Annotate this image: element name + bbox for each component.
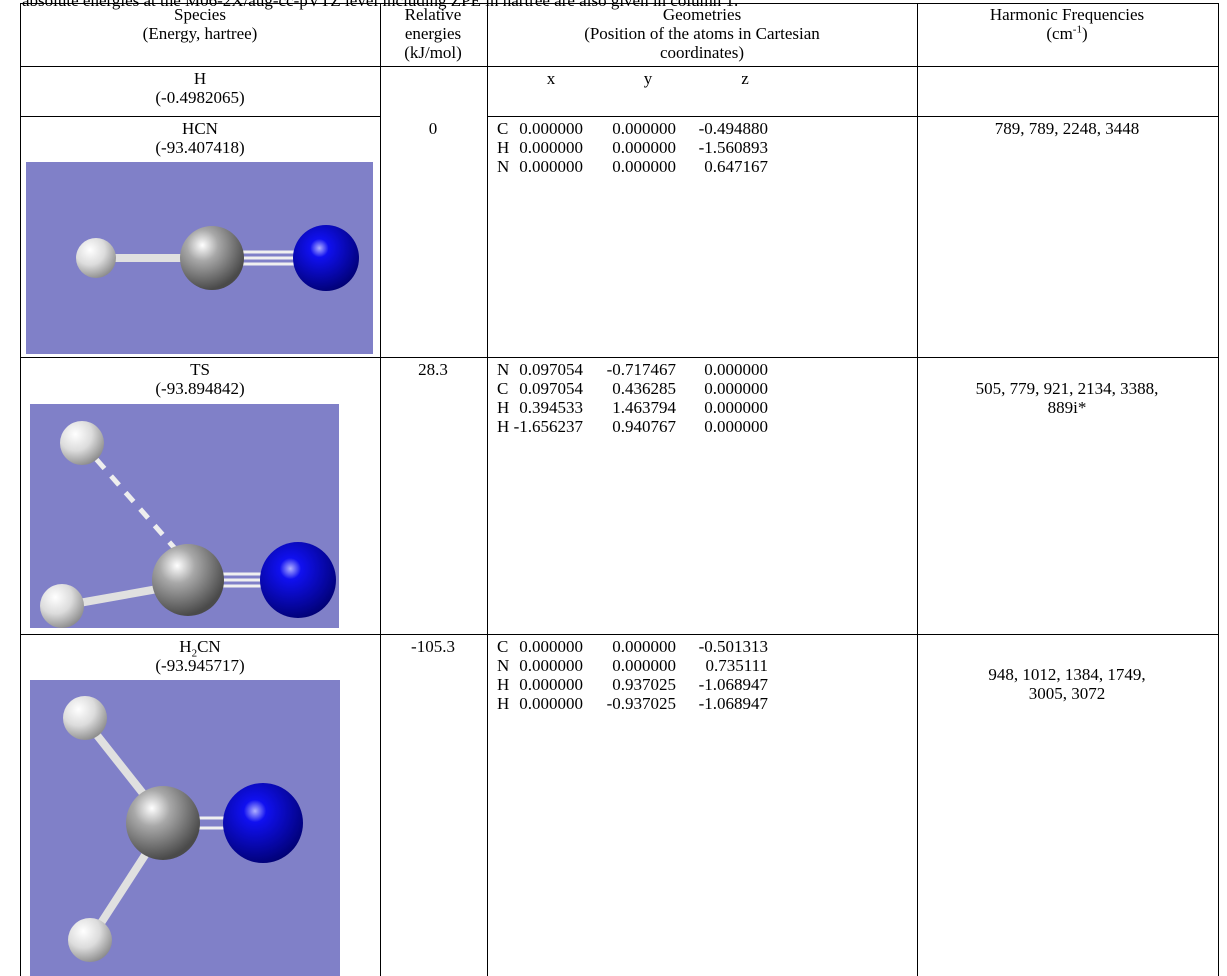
species: H [194, 69, 206, 88]
energy: (-0.4982065) [155, 88, 245, 107]
coordinate: 0.000000 [519, 694, 583, 713]
rule [20, 66, 1219, 67]
coordinate: -0.501313 [698, 637, 768, 656]
coordinate: 0.000000 [612, 138, 676, 157]
ts-image [30, 404, 339, 628]
axis-label: z [741, 69, 749, 88]
species-subscript: 2 [191, 647, 198, 660]
relative-energy: 28.3 [418, 360, 448, 379]
unit-text: (cm [1046, 24, 1073, 43]
atom: H [497, 675, 510, 694]
energy: (-93.407418) [155, 138, 245, 157]
atom: N [497, 157, 510, 176]
coordinate: -1.068947 [698, 675, 768, 694]
atom: H [497, 694, 510, 713]
frequencies: 948, 1012, 1384, 1749, [988, 665, 1146, 684]
coordinate: 0.735111 [705, 656, 769, 675]
coordinate: 0.097054 [519, 360, 583, 379]
h2cn-image [30, 680, 340, 976]
header-text: (kJ/mol) [404, 43, 462, 62]
atom: N [497, 360, 510, 379]
atom: C [497, 379, 509, 398]
atom: C [497, 637, 509, 656]
coordinate: 0.000000 [612, 119, 676, 138]
hcn-image [26, 162, 373, 354]
unit-text: ) [1081, 24, 1088, 43]
coordinate: 0.647167 [704, 157, 768, 176]
rule [487, 3, 488, 976]
frequencies: 3005, 3072 [1028, 684, 1106, 703]
species: TS [190, 360, 210, 379]
species-text: H [193, 69, 207, 88]
rule [20, 116, 380, 117]
coordinate: -1.656237 [513, 417, 583, 436]
coordinate: -0.937025 [606, 694, 676, 713]
rule [20, 634, 1219, 635]
header-unit: (cm-1) [1046, 24, 1087, 43]
unit-exponent: -1 [1072, 23, 1082, 36]
species-text: CN [197, 637, 221, 656]
coordinate: 0.000000 [519, 138, 583, 157]
rule [20, 3, 21, 976]
coordinate: 1.463794 [612, 398, 676, 417]
species-text: TS [190, 360, 210, 379]
coordinate: 0.937025 [612, 675, 676, 694]
header-text: Geometries [662, 5, 742, 24]
coordinate: 0.000000 [612, 157, 676, 176]
relative-energy: 0 [428, 119, 438, 138]
energy: (-93.945717) [155, 656, 245, 675]
coordinate: 0.940767 [612, 417, 676, 436]
atom: H [497, 398, 510, 417]
coordinate: 0.000000 [704, 379, 768, 398]
species: H2CN [179, 637, 221, 660]
header-text: Harmonic Frequencies [989, 5, 1145, 24]
coordinate: 0.000000 [519, 656, 583, 675]
relative-energy: -105.3 [411, 637, 455, 656]
energy: (-93.894842) [155, 379, 245, 398]
coordinate: 0.097054 [519, 379, 583, 398]
coordinate: 0.000000 [519, 157, 583, 176]
coordinate: -1.068947 [698, 694, 768, 713]
frequencies: 789, 789, 2248, 3448 [994, 119, 1140, 138]
frequencies: 505, 779, 921, 2134, 3388, [975, 379, 1159, 398]
rule [20, 3, 1219, 4]
coordinate: 0.436285 [612, 379, 676, 398]
coordinate: 0.000000 [704, 417, 768, 436]
rule [917, 3, 918, 976]
coordinate: -1.560893 [698, 138, 768, 157]
header-text: coordinates) [659, 43, 745, 62]
atom: N [497, 656, 510, 675]
rule [1218, 3, 1219, 976]
coordinate: 0.000000 [519, 675, 583, 694]
header-text: Relative [404, 5, 462, 24]
atom: C [497, 119, 509, 138]
coordinate: 0.000000 [704, 360, 768, 379]
axis-label: x [546, 69, 556, 88]
species: HCN [182, 119, 218, 138]
coordinate: 0.000000 [519, 637, 583, 656]
coordinate: -0.494880 [698, 119, 768, 138]
axis-label: y [643, 69, 653, 88]
rule [380, 3, 381, 976]
rule [487, 116, 1219, 117]
header-text: Species [174, 5, 226, 24]
coordinate: 0.000000 [519, 119, 583, 138]
coordinate: 0.000000 [612, 637, 676, 656]
atom: H [497, 138, 510, 157]
species-text: HCN [182, 119, 218, 138]
coordinate: 0.000000 [704, 398, 768, 417]
species-text: H [179, 637, 192, 656]
header-text: (Position of the atoms in Cartesian [584, 24, 820, 43]
coordinate: -0.717467 [606, 360, 676, 379]
coordinate: 0.000000 [612, 656, 676, 675]
frequencies: 889i* [1047, 398, 1087, 417]
coordinate: 0.394533 [519, 398, 583, 417]
header-text: energies [404, 24, 462, 43]
atom: H [497, 417, 510, 436]
header-text: (Energy, hartree) [142, 24, 258, 43]
rule [20, 357, 1219, 358]
